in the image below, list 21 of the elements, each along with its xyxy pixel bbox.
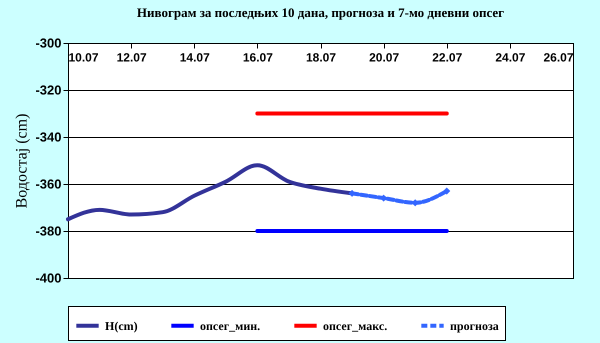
x-tick-label: 16.07 [242,50,274,64]
x-tick-label: 14.07 [180,50,210,64]
y-tick-label: -300 [35,36,62,50]
x-tick-label: 10.07 [68,50,99,64]
legend-label: опсег_макс. [323,318,388,333]
x-tick-label: 12.07 [116,50,147,64]
legend-label: H(cm) [105,318,138,333]
x-tick-label: 18.07 [306,50,336,64]
y-axis-title: Водостај (cm) [13,114,30,208]
y-tick-label: -340 [35,130,62,144]
x-tick-label: 20.07 [369,50,400,64]
legend-label: прогноза [450,318,499,333]
y-tick-label: -360 [35,176,62,192]
y-tick-label: -380 [35,224,62,238]
y-tick-label: -400 [35,270,62,286]
x-tick-label: 26.07 [543,50,574,64]
y-tick-label: -320 [35,82,62,98]
legend-label: опсег_мин. [200,318,260,333]
chart-title: Нивограм за последњих 10 дана, прогноза и 7-мо дневни опсег [136,5,504,20]
x-tick-label: 22.07 [432,50,463,64]
x-tick-label: 24.07 [495,50,526,64]
